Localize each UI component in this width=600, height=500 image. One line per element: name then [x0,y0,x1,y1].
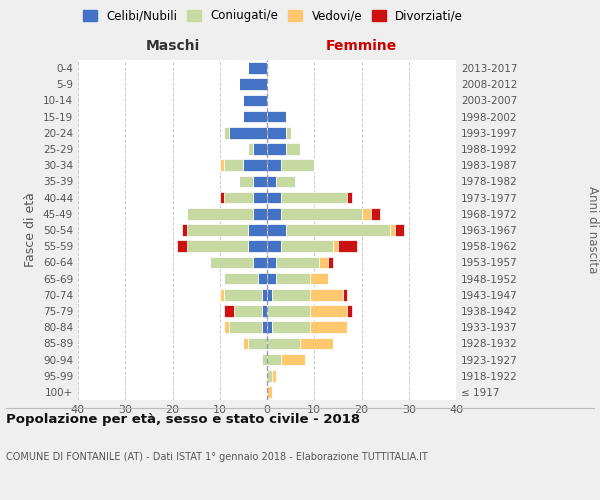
Bar [267,289,272,300]
Bar [277,272,310,284]
Bar [224,127,229,138]
Bar [220,192,224,203]
Text: Anni di nascita: Anni di nascita [586,186,599,274]
Bar [248,143,253,155]
Bar [262,305,267,317]
Bar [390,224,395,236]
Bar [262,289,267,300]
Bar [267,240,281,252]
Bar [248,240,267,252]
Bar [224,322,229,333]
Bar [286,143,300,155]
Bar [267,192,281,203]
Bar [286,224,390,236]
Bar [267,224,286,236]
Bar [338,240,357,252]
Y-axis label: Fasce di età: Fasce di età [25,192,37,268]
Bar [267,160,281,171]
Bar [277,176,295,188]
Text: Maschi: Maschi [145,38,200,52]
Bar [248,224,267,236]
Bar [248,338,267,349]
Bar [187,208,253,220]
Bar [253,208,267,220]
Bar [267,370,272,382]
Bar [177,240,187,252]
Bar [210,256,253,268]
Bar [310,272,328,284]
Bar [319,256,328,268]
Bar [267,354,281,366]
Bar [224,305,234,317]
Bar [244,111,267,122]
Bar [310,289,343,300]
Bar [272,370,277,382]
Bar [262,322,267,333]
Bar [371,208,380,220]
Bar [253,192,267,203]
Bar [310,322,347,333]
Bar [187,224,248,236]
Bar [244,160,267,171]
Bar [272,289,310,300]
Bar [262,354,267,366]
Bar [244,94,267,106]
Bar [220,160,224,171]
Bar [267,272,277,284]
Bar [281,354,305,366]
Bar [310,305,347,317]
Bar [347,305,352,317]
Bar [328,256,333,268]
Bar [234,305,262,317]
Bar [239,176,253,188]
Bar [224,160,244,171]
Bar [267,338,300,349]
Bar [267,143,286,155]
Bar [277,256,319,268]
Text: Femmine: Femmine [326,38,397,52]
Bar [281,192,347,203]
Bar [347,192,352,203]
Bar [272,322,310,333]
Bar [229,322,262,333]
Bar [267,305,310,317]
Bar [267,111,286,122]
Bar [300,338,333,349]
Text: Popolazione per età, sesso e stato civile - 2018: Popolazione per età, sesso e stato civil… [6,412,360,426]
Bar [395,224,404,236]
Text: COMUNE DI FONTANILE (AT) - Dati ISTAT 1° gennaio 2018 - Elaborazione TUTTITALIA.: COMUNE DI FONTANILE (AT) - Dati ISTAT 1°… [6,452,428,462]
Bar [267,386,272,398]
Bar [267,127,286,138]
Bar [267,176,277,188]
Legend: Celibi/Nubili, Coniugati/e, Vedovi/e, Divorziati/e: Celibi/Nubili, Coniugati/e, Vedovi/e, Di… [79,6,467,26]
Bar [182,224,187,236]
Bar [244,338,248,349]
Bar [281,240,333,252]
Bar [267,256,277,268]
Bar [281,160,314,171]
Bar [253,143,267,155]
Bar [253,256,267,268]
Bar [267,322,272,333]
Bar [224,272,257,284]
Bar [224,289,262,300]
Bar [257,272,267,284]
Bar [343,289,347,300]
Bar [333,240,338,252]
Bar [248,62,267,74]
Bar [253,176,267,188]
Bar [224,192,253,203]
Bar [229,127,267,138]
Bar [220,289,224,300]
Bar [239,78,267,90]
Bar [361,208,371,220]
Bar [187,240,248,252]
Bar [286,127,290,138]
Bar [281,208,361,220]
Bar [267,208,281,220]
